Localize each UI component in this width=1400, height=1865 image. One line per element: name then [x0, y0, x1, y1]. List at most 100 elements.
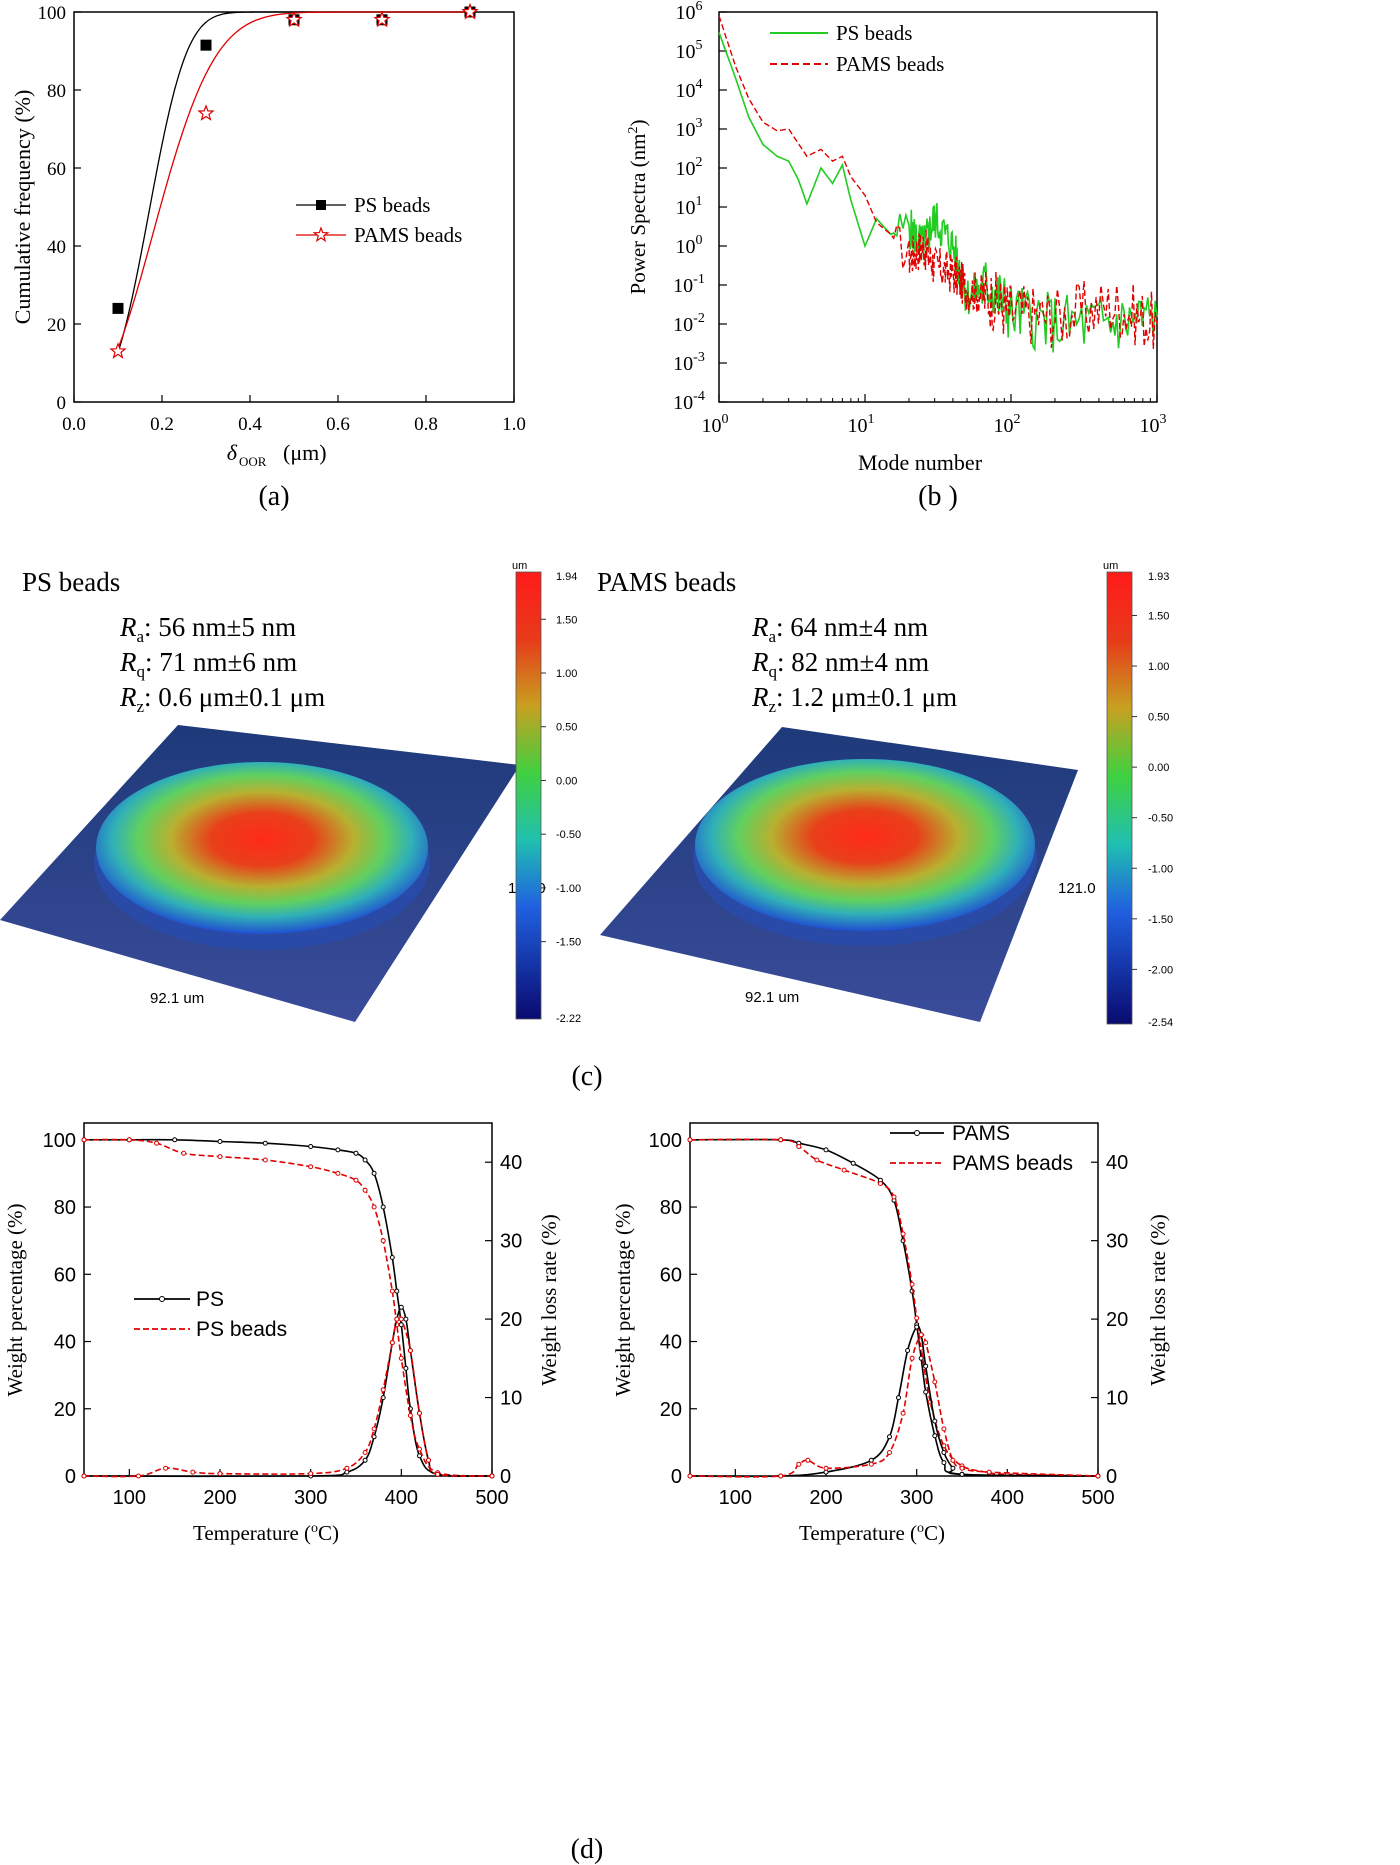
tga-marker — [923, 1363, 929, 1369]
legend-b-ps: PS beads — [836, 21, 912, 45]
tga-marker — [932, 1379, 938, 1385]
legend-b: PS beads PAMS beads — [770, 21, 944, 76]
tga-marker — [394, 1288, 400, 1294]
data-point-pams — [109, 342, 127, 359]
tga-marker — [900, 1231, 906, 1237]
xlabel-d2-sup: o — [917, 1521, 924, 1536]
tga-line-3 — [83, 1314, 493, 1478]
surface-pams-dome — [695, 759, 1035, 931]
x-tick-label-a: 0.6 — [326, 414, 350, 435]
xlabel-d1: Temperature (oC) — [193, 1521, 339, 1545]
panel-label-c: (c) — [571, 1061, 602, 1092]
surface-ps-dim-x: 92.1 um — [150, 990, 204, 1007]
surface-pams-title: PAMS beads — [597, 567, 736, 597]
tga-line-1 — [83, 1138, 493, 1477]
colorbar-ps-top: 1.94 — [556, 571, 577, 583]
tga-marker — [959, 1465, 965, 1471]
y-tick-label-b: 10-1 — [673, 272, 705, 297]
tga-marker — [362, 1450, 368, 1455]
y-tick-label-right-d: 20 — [500, 1309, 522, 1331]
tga-marker — [905, 1348, 911, 1353]
tga-marker — [941, 1460, 947, 1466]
tga-line-1 — [689, 1138, 1099, 1477]
tga-marker — [909, 1355, 915, 1361]
x-tick-label-d: 100 — [113, 1487, 146, 1509]
tga-marker — [877, 1181, 883, 1186]
tga-marker — [407, 1413, 413, 1418]
tga-line-3 — [689, 1333, 1099, 1478]
panel-label-d: (d) — [571, 1834, 604, 1865]
rq-symbol: R — [751, 647, 769, 677]
data-point-ps — [112, 302, 124, 314]
tga-marker — [796, 1461, 802, 1467]
rz-value: : 1.2 μm±0.1 μm — [776, 682, 957, 712]
ra-value: : 64 nm±4 nm — [776, 612, 928, 642]
legend-a-ps: PS beads — [354, 193, 430, 217]
ylabel-b: Power Spectra (nm2) — [626, 120, 650, 295]
tga-marker — [181, 1150, 187, 1156]
tga-marker — [398, 1355, 404, 1361]
surface-pams-rq: Rq: 82 nm±4 nm — [751, 647, 929, 681]
legend-d1: PS PS beads — [134, 1288, 287, 1341]
y-tick-label-a: 40 — [47, 237, 66, 258]
y-tick-label-a: 80 — [47, 81, 66, 102]
legend-d2: PAMS PAMS beads — [890, 1122, 1073, 1175]
y-tick-label-left-d: 0 — [671, 1466, 682, 1488]
colorbar-tick-label: -1.00 — [556, 883, 581, 895]
x-tick-label-d: 500 — [475, 1487, 508, 1509]
ylabel-d1-left: Weight percentage (%) — [3, 1203, 27, 1396]
xlabel-d2: Temperature (oC) — [799, 1521, 945, 1545]
colorbar-ps-unit: um — [512, 560, 527, 572]
surface-pams-ra: Ra: 64 nm±4 nm — [751, 612, 928, 646]
rz-symbol: R — [119, 682, 137, 712]
tga-marker — [417, 1446, 422, 1452]
y-tick-label-right-d: 30 — [1106, 1231, 1128, 1253]
tga-marker — [950, 1457, 956, 1463]
surface-pams: PAMS beads Ra: 64 nm±4 nm Rq: 82 nm±4 nm… — [597, 560, 1173, 1029]
ylabel-b-end: ) — [626, 120, 650, 127]
surface-ps-dome — [96, 762, 428, 934]
x-tick-label-d: 200 — [809, 1487, 842, 1509]
surface-ps-rz: Rz: 0.6 μm±0.1 μm — [119, 682, 325, 716]
y-tick-label-left-d: 60 — [660, 1264, 682, 1286]
tga-marker — [950, 1465, 956, 1471]
chart-b: 100 101 102 103 10-4 10-3 10-2 10-1 100 101 102 103… — [626, 0, 1167, 512]
x-tick-label-a: 1.0 — [502, 414, 526, 435]
tga-marker — [932, 1433, 938, 1439]
tga-marker — [308, 1164, 314, 1170]
tga-line-2 — [689, 1325, 1099, 1478]
panel-label-a: (a) — [258, 481, 289, 512]
xlabel-a-unit: (μm) — [283, 440, 327, 465]
x-tick-label-b: 102 — [994, 412, 1021, 437]
data-point-pams — [285, 10, 303, 28]
tga-marker — [778, 1137, 784, 1143]
tga-marker — [841, 1167, 847, 1173]
legend-d2-marker-pams — [914, 1130, 920, 1136]
tga-marker — [986, 1469, 992, 1475]
x-tick-label-b: 101 — [848, 412, 875, 437]
tga-marker — [126, 1137, 132, 1143]
surface-maps: PS beads Ra: 56 nm±5 nm Rq: 71 nm±6 nm R… — [0, 560, 1173, 1092]
tga-marker — [900, 1410, 906, 1416]
tga-marker — [217, 1139, 223, 1144]
tga-marker — [353, 1150, 359, 1156]
x-tick-label-a: 0.2 — [150, 414, 174, 435]
tga-marker — [823, 1147, 829, 1153]
xlabel-a-symbol: δ — [227, 440, 238, 465]
y-tick-label-a: 60 — [47, 159, 66, 180]
tga-line-0 — [84, 1138, 493, 1478]
y-tick-label-right-d: 10 — [1106, 1388, 1128, 1410]
y-tick-label-left-d: 20 — [54, 1399, 76, 1421]
y-tick-label-left-d: 0 — [65, 1466, 76, 1488]
colorbar-tick-label: -0.50 — [1148, 813, 1173, 825]
data-point-pams — [461, 2, 479, 20]
rz-symbol: R — [751, 682, 769, 712]
tga-marker — [941, 1450, 947, 1455]
tga-marker — [941, 1426, 947, 1432]
y-tick-label-b: 106 — [676, 0, 703, 24]
tga-marker — [959, 1471, 965, 1477]
tga-marker — [163, 1465, 169, 1471]
